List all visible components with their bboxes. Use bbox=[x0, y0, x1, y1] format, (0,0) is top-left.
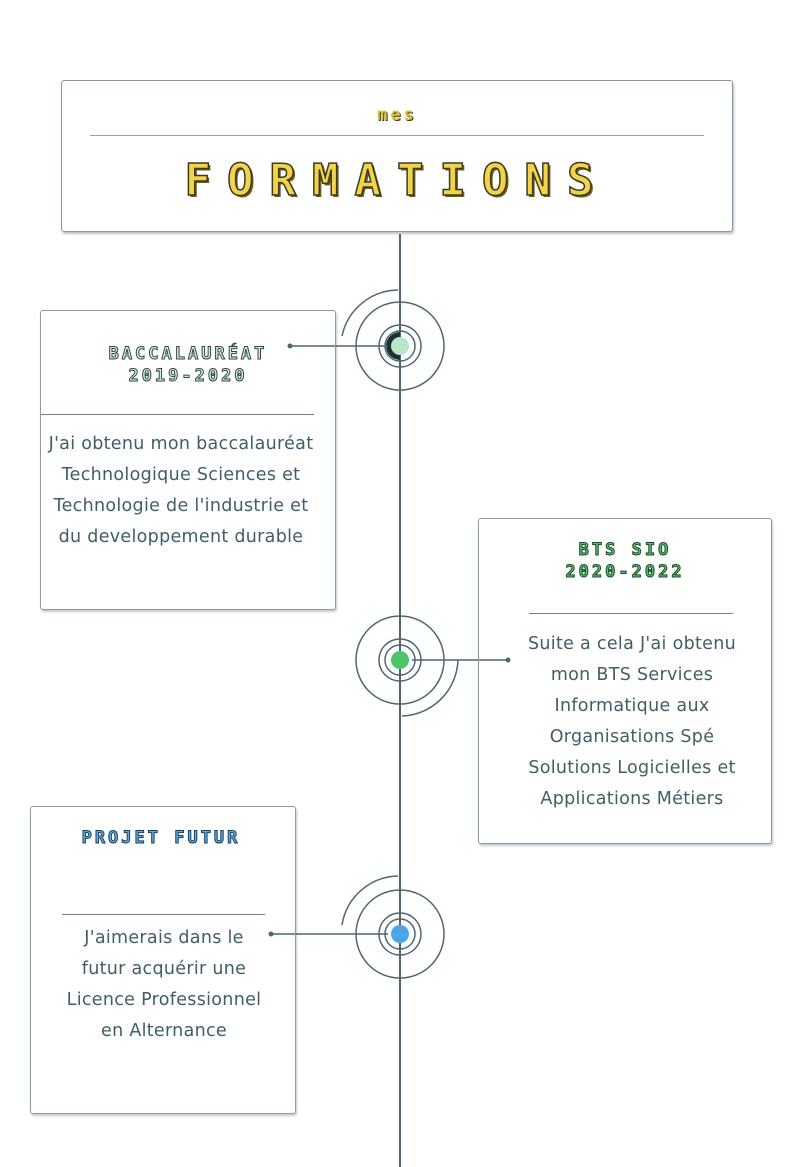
node-dot-3 bbox=[391, 925, 409, 943]
node-dot-2 bbox=[391, 651, 409, 669]
card-title-line1: BACCALAURÉAT bbox=[108, 344, 268, 365]
header-box: mes FORMATIONS bbox=[61, 80, 733, 232]
header-subtitle: mes bbox=[377, 105, 417, 125]
page-title: FORMATIONS bbox=[184, 154, 610, 207]
card-title-line2: 2020-2022 bbox=[565, 562, 685, 583]
formation-card-bts-sio: BTS SIO 2020-2022 Suite a cela J'ai obte… bbox=[478, 518, 772, 844]
formation-card-baccalaureat: BACCALAURÉAT 2019-2020 J'ai obtenu mon b… bbox=[40, 310, 336, 610]
timeline-node-3 bbox=[268, 875, 445, 979]
card-divider bbox=[41, 414, 314, 415]
card-title-line1: BTS SIO bbox=[578, 540, 672, 561]
card-divider bbox=[62, 914, 265, 915]
card-description: J'aimerais dans le futur acquérir une Li… bbox=[66, 928, 262, 1041]
node-dot-1 bbox=[391, 337, 409, 355]
card-title-line1: PROJET FUTUR bbox=[81, 828, 241, 849]
formation-card-projet-futur: PROJET FUTUR J'aimerais dans le futur ac… bbox=[30, 806, 296, 1114]
card-description: Suite a cela J'ai obtenu mon BTS Service… bbox=[527, 634, 737, 809]
card-title-line2: 2019-2020 bbox=[128, 366, 248, 387]
timeline-node-1 bbox=[287, 289, 445, 391]
header-divider bbox=[90, 135, 704, 136]
card-divider bbox=[529, 613, 733, 614]
timeline-node-2 bbox=[355, 615, 511, 717]
card-description: J'ai obtenu mon baccalauréat Technologiq… bbox=[48, 434, 314, 547]
